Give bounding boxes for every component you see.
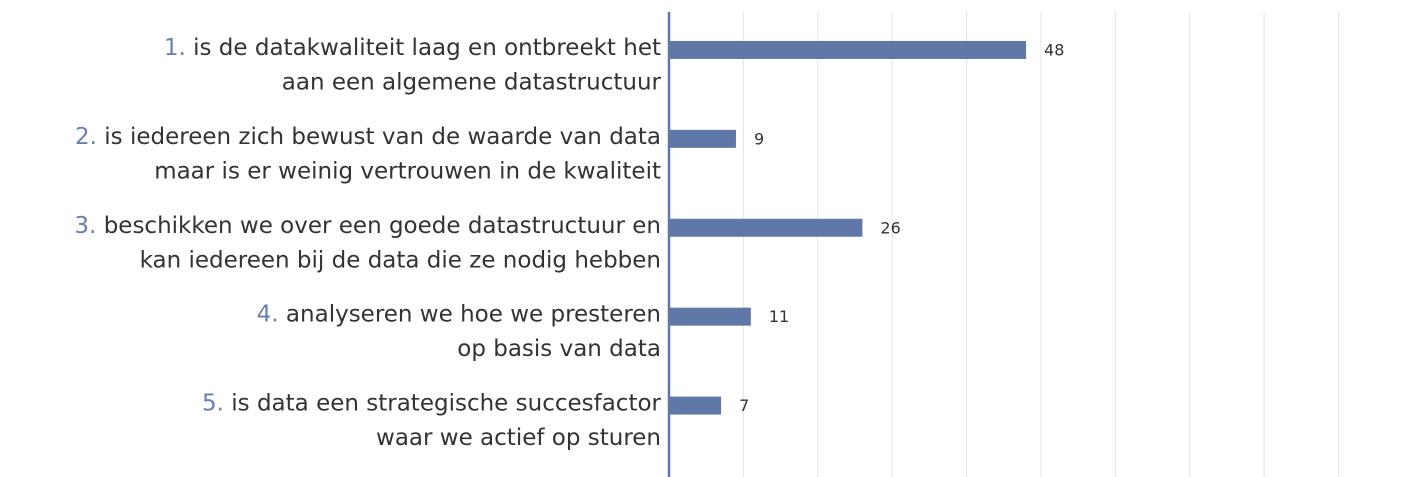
- bar: [669, 307, 751, 326]
- value-label: 26: [880, 218, 900, 237]
- category-space: [96, 212, 103, 238]
- category-label: maar is er weinig vertrouwen in de kwali…: [154, 158, 661, 184]
- value-label: 11: [769, 307, 789, 326]
- category-label: op basis van data: [457, 336, 661, 362]
- category-label: waar we actief op sturen: [376, 425, 661, 451]
- category-number: 5.: [202, 390, 224, 416]
- value-label: 48: [1044, 40, 1064, 59]
- category-number: 4.: [257, 301, 279, 327]
- category-number: 2.: [75, 123, 97, 149]
- bar: [669, 218, 863, 237]
- category-label: 3. beschikken we over een goede datastru…: [74, 212, 661, 238]
- category-label: kan iedereen bij de data die ze nodig he…: [140, 247, 661, 273]
- value-label: 7: [739, 396, 749, 415]
- category-label: 4. analyseren we hoe we presteren: [257, 301, 661, 327]
- category-space: [224, 390, 231, 416]
- bar: [669, 129, 736, 148]
- category-line: is data een strategische succesfactor: [231, 390, 661, 416]
- category-line: beschikken we over een goede datastructu…: [104, 212, 661, 238]
- category-number: 3.: [74, 212, 96, 238]
- category-space: [97, 123, 104, 149]
- value-label: 9: [754, 129, 764, 148]
- category-number: 1.: [164, 34, 186, 60]
- category-label: 5. is data een strategische succesfactor: [202, 390, 662, 416]
- category-space: [279, 301, 286, 327]
- bar: [669, 40, 1027, 59]
- category-label: 2. is iedereen zich bewust van de waarde…: [75, 123, 661, 149]
- category-space: [186, 34, 193, 60]
- category-line: is iedereen zich bewust van de waarde va…: [104, 123, 661, 149]
- category-label: 1. is de datakwaliteit laag en ontbreekt…: [164, 34, 661, 60]
- bar: [669, 396, 722, 415]
- category-line: is de datakwaliteit laag en ontbreekt he…: [193, 34, 661, 60]
- category-label: aan een algemene datastructuur: [282, 69, 662, 95]
- category-line: analyseren we hoe we presteren: [286, 301, 661, 327]
